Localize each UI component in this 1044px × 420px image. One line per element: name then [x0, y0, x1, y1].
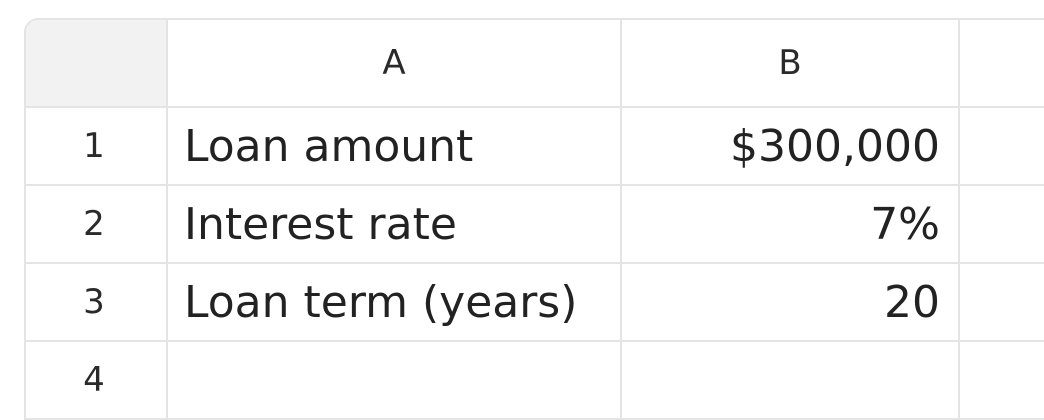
column-header-b[interactable]: B — [622, 20, 960, 108]
spreadsheet-grid: A B 1 Loan amount $300,000 2 Interest ra… — [26, 20, 1044, 420]
cell-a2[interactable]: Interest rate — [168, 186, 622, 264]
cell-a1[interactable]: Loan amount — [168, 108, 622, 186]
row-header-2[interactable]: 2 — [26, 186, 168, 264]
spreadsheet: A B 1 Loan amount $300,000 2 Interest ra… — [24, 18, 1044, 420]
cell-c1[interactable] — [960, 108, 1044, 186]
cell-a3[interactable]: Loan term (years) — [168, 264, 622, 342]
select-all-corner[interactable] — [26, 20, 168, 108]
cell-b1[interactable]: $300,000 — [622, 108, 960, 186]
cell-b2[interactable]: 7% — [622, 186, 960, 264]
column-header-c[interactable] — [960, 20, 1044, 108]
cell-c3[interactable] — [960, 264, 1044, 342]
row-header-4[interactable]: 4 — [26, 342, 168, 420]
cell-c4[interactable] — [960, 342, 1044, 420]
cell-b4[interactable] — [622, 342, 960, 420]
cell-a4[interactable] — [168, 342, 622, 420]
cell-c2[interactable] — [960, 186, 1044, 264]
row-header-1[interactable]: 1 — [26, 108, 168, 186]
column-header-a[interactable]: A — [168, 20, 622, 108]
row-header-3[interactable]: 3 — [26, 264, 168, 342]
cell-b3[interactable]: 20 — [622, 264, 960, 342]
